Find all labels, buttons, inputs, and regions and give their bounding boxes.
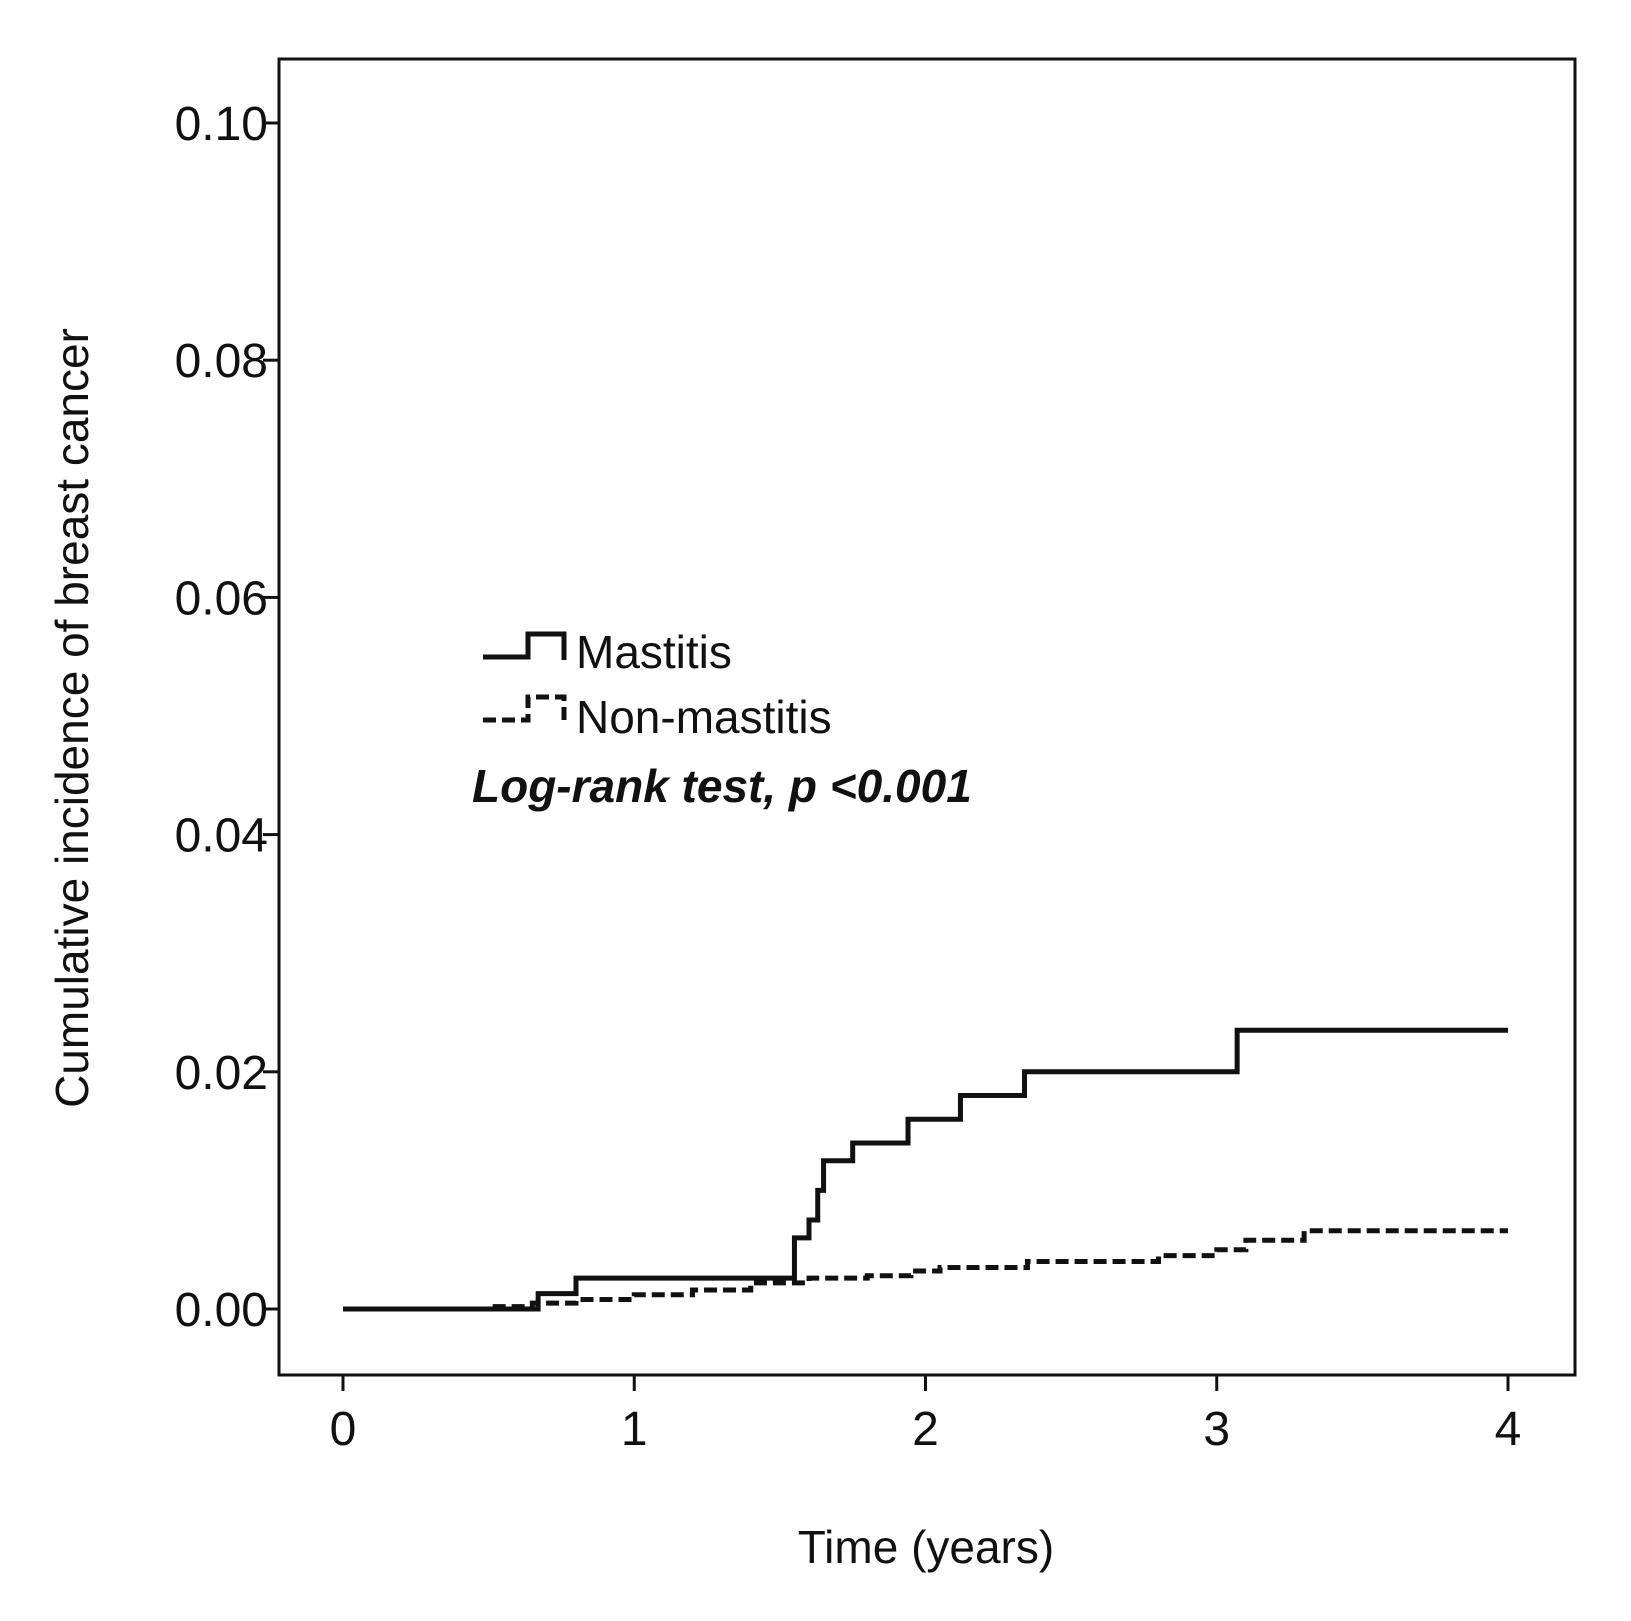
- y-tick-label-1: 0.02: [175, 1047, 268, 1100]
- legend-glyph-mastitis: [483, 631, 567, 660]
- series-line-non-mastitis: [343, 1228, 1508, 1312]
- legend-label-mastitis: Mastitis: [576, 626, 732, 678]
- x-tick-label-3: 3: [1203, 1403, 1230, 1456]
- y-tick-label-3: 0.06: [175, 572, 268, 625]
- x-tick-label-2: 2: [912, 1403, 939, 1456]
- y-tick-label-2: 0.04: [175, 810, 268, 863]
- x-axis: 0 1 2 3 4: [330, 1375, 1522, 1456]
- y-axis-title: Cumulative incidence of breast cancer: [46, 328, 98, 1108]
- legend-glyph-non-mastitis: [483, 694, 567, 723]
- x-tick-label-4: 4: [1495, 1403, 1522, 1456]
- log-rank-annotation: Log-rank test, p <0.001: [472, 760, 972, 812]
- series-line-mastitis: [343, 1027, 1508, 1312]
- legend-label-non-mastitis: Non-mastitis: [576, 691, 832, 743]
- plot-frame: [277, 57, 1577, 1377]
- y-tick-label-4: 0.08: [175, 335, 268, 388]
- legend: Mastitis Non-mastitis: [483, 626, 832, 743]
- y-tick-label-5: 0.10: [175, 98, 268, 151]
- x-axis-title: Time (years): [798, 1521, 1054, 1573]
- y-axis: 0.00 0.02 0.04 0.06 0.08 0.10: [175, 98, 279, 1337]
- x-tick-label-0: 0: [330, 1403, 357, 1456]
- series-layer: [343, 1027, 1508, 1312]
- x-tick-label-1: 1: [621, 1403, 648, 1456]
- y-tick-label-0: 0.00: [175, 1284, 268, 1337]
